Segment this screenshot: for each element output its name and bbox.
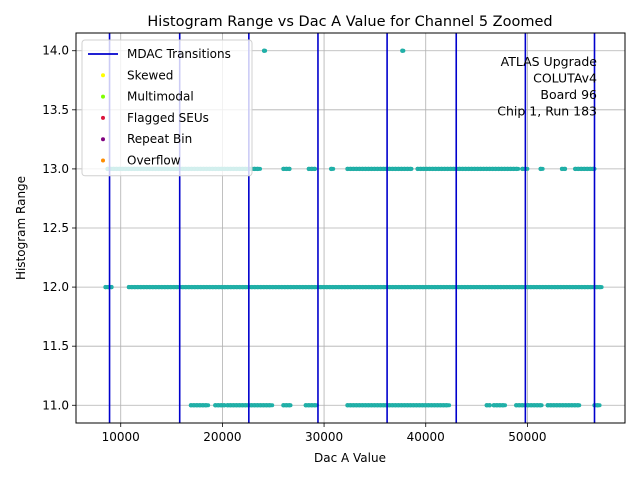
data-point (255, 166, 260, 172)
y-tick-label: 12.0 (42, 280, 69, 294)
point-band (573, 166, 597, 172)
point-band (281, 403, 293, 408)
data-point (575, 403, 580, 408)
point-band (415, 166, 521, 172)
y-tick-label: 14.0 (42, 44, 69, 58)
data-point (287, 403, 292, 408)
annotation-line: ATLAS Upgrade (501, 54, 598, 69)
point-band (400, 48, 406, 53)
y-tick-label: 12.5 (42, 221, 69, 235)
x-tick-label: 50000 (508, 430, 546, 444)
y-tick-label: 13.5 (42, 103, 69, 117)
annotation-line: Board 96 (540, 87, 597, 102)
point-band (281, 166, 292, 172)
data-point (444, 403, 449, 408)
point-band (213, 403, 227, 408)
data-point (287, 166, 292, 172)
data-point (267, 403, 272, 408)
point-band (514, 403, 544, 408)
legend-label: Repeat Bin (127, 132, 192, 146)
data-point (261, 48, 267, 53)
data-point (312, 166, 317, 172)
point-band (261, 48, 268, 53)
point-band (345, 403, 452, 408)
legend-swatch-dot (101, 158, 105, 163)
y-axis-ticks: 11.0 11.5 12.0 12.5 13.0 13.5 14.0 (42, 44, 76, 412)
y-tick-label: 11.5 (42, 339, 69, 353)
data-point (487, 403, 492, 408)
point-band (538, 166, 545, 172)
x-tick-label: 40000 (407, 430, 445, 444)
data-point (203, 403, 209, 408)
y-tick-label: 13.0 (42, 162, 69, 176)
y-axis-label: Histogram Range (14, 176, 28, 280)
data-point (329, 166, 334, 172)
x-axis-ticks: 10000 20000 30000 40000 50000 (102, 423, 546, 444)
point-band (484, 403, 492, 408)
annotation-line: COLUTAv4 (533, 71, 597, 86)
legend-swatch-dot (101, 137, 105, 142)
data-point (500, 403, 506, 408)
legend-label: MDAC Transitions (127, 47, 231, 61)
point-band (103, 284, 114, 290)
point-band (303, 403, 319, 408)
point-band (188, 403, 211, 408)
y-tick-label: 11.0 (42, 398, 69, 412)
point-band (225, 403, 275, 408)
x-tick-label: 30000 (305, 430, 343, 444)
legend-swatch-dot (101, 115, 105, 120)
annotation-line: Chip 1, Run 183 (497, 104, 597, 119)
point-band (345, 166, 414, 172)
point-band (545, 403, 582, 408)
legend: MDAC Transitions Skewed Multimodal Flagged … (81, 39, 253, 177)
chart-title: Histogram Range vs Dac A Value for Chann… (147, 14, 552, 30)
data-point (408, 166, 413, 172)
legend-label: Overflow (127, 154, 181, 168)
data-point (562, 166, 568, 172)
x-tick-label: 20000 (203, 430, 241, 444)
x-tick-label: 10000 (102, 430, 140, 444)
legend-label: Flagged SEUs (127, 111, 209, 125)
legend-swatch-dot (101, 73, 105, 78)
legend-swatch-dot (101, 94, 105, 99)
data-point (538, 166, 543, 172)
point-band (126, 284, 604, 290)
point-band (559, 166, 568, 172)
point-band (306, 166, 317, 172)
data-point (400, 48, 405, 53)
data-point (514, 166, 519, 172)
legend-label: Multimodal (127, 90, 194, 104)
point-band (491, 403, 508, 408)
data-point (595, 403, 600, 408)
x-axis-label: Dac A Value (314, 451, 386, 465)
legend-label: Skewed (127, 68, 173, 82)
legend-box (81, 39, 253, 177)
data-point (312, 403, 317, 408)
data-point (538, 403, 543, 408)
data-point (597, 284, 603, 290)
point-band (329, 166, 336, 172)
